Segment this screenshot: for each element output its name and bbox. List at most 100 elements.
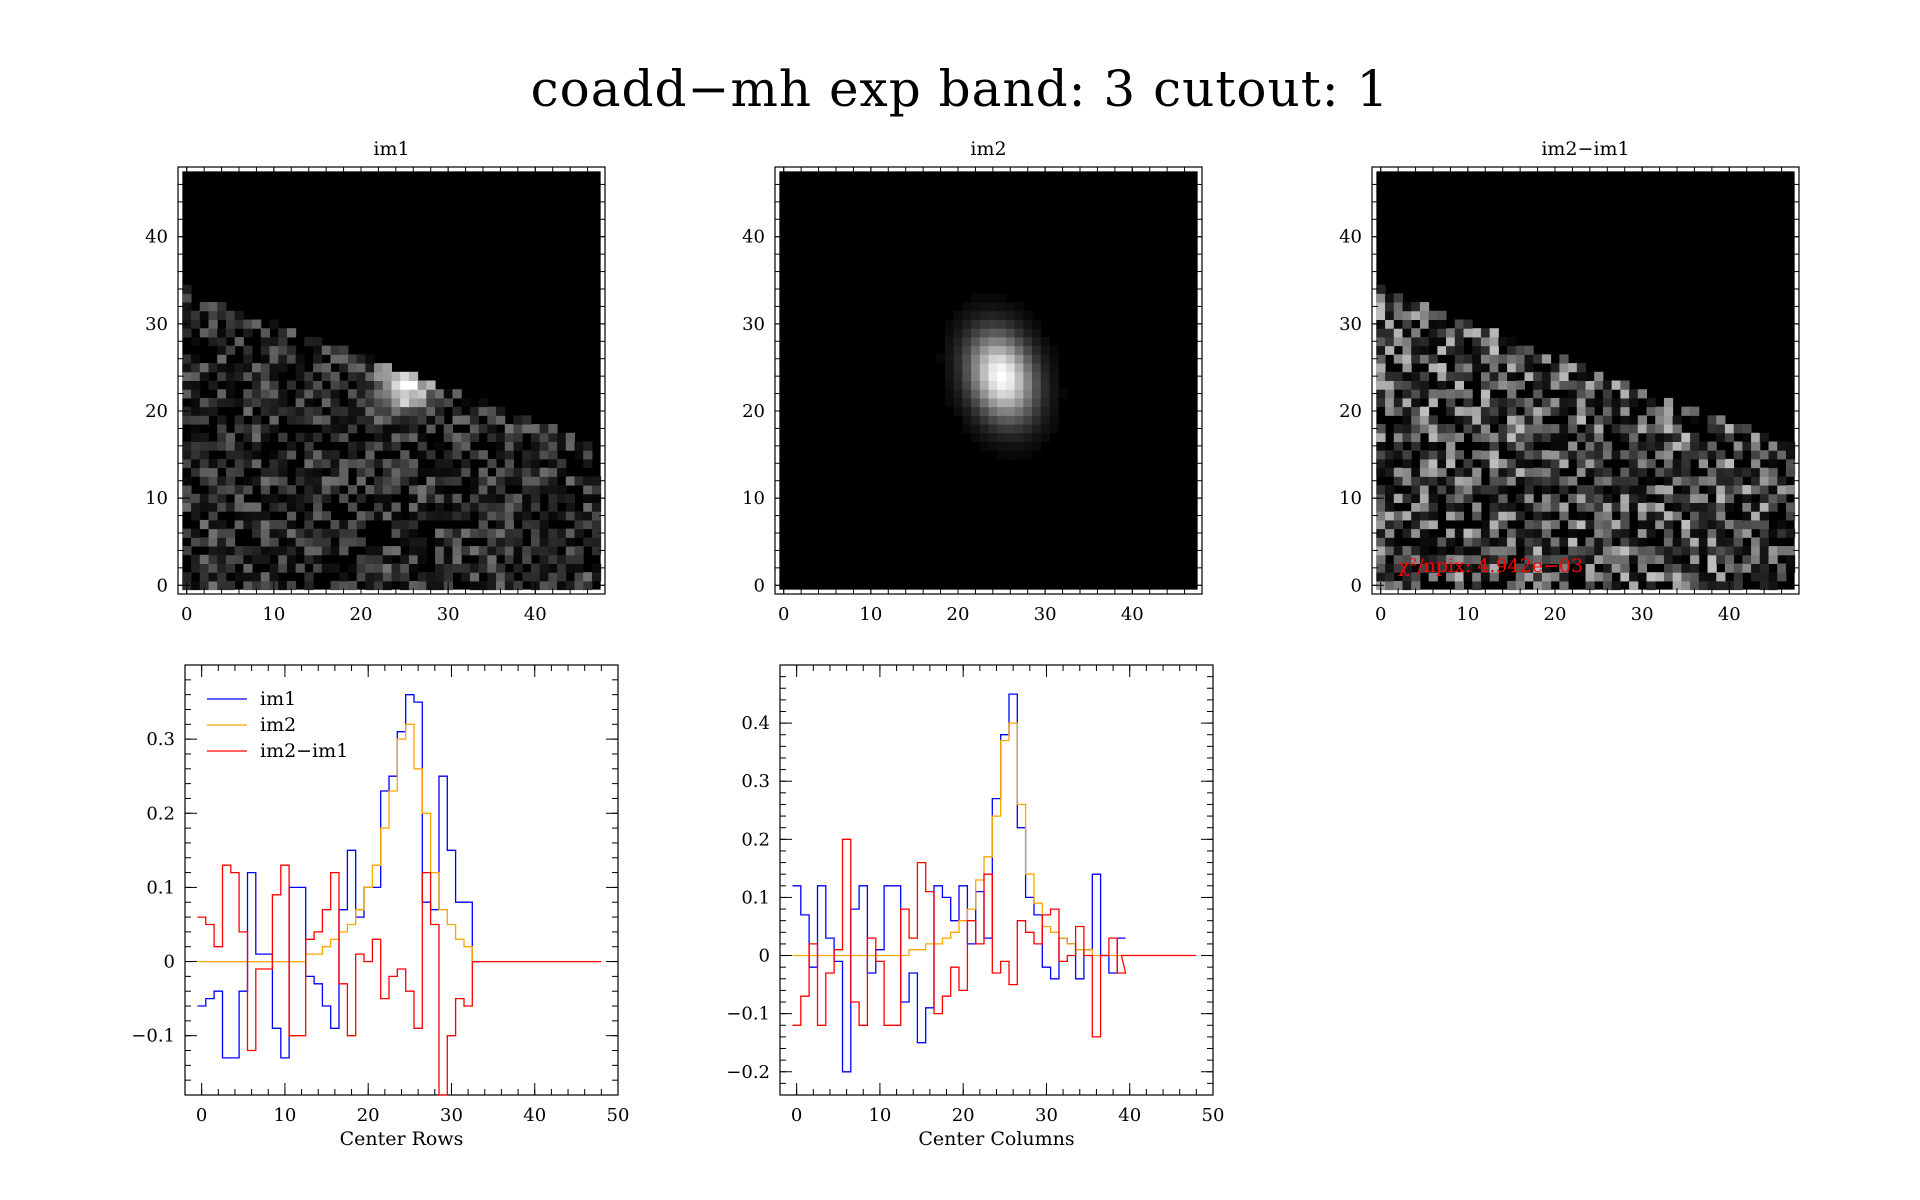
image-pixel <box>504 580 514 591</box>
image-pixel <box>539 537 549 547</box>
image-pixel <box>356 441 366 451</box>
image-pixel <box>347 537 358 547</box>
image-pixel <box>1515 424 1525 434</box>
image-pixel <box>1733 580 1743 591</box>
image-pixel <box>260 336 270 347</box>
image-pixel <box>1419 310 1430 320</box>
image-pixel <box>208 336 218 347</box>
image-pixel <box>208 302 218 312</box>
image-pixel <box>208 554 218 564</box>
image-pixel <box>225 371 236 381</box>
image-pixel <box>217 554 227 564</box>
image-pixel <box>1489 537 1499 547</box>
image-pixel <box>988 441 998 451</box>
image-pixel <box>234 450 244 460</box>
image-pixel <box>513 502 523 512</box>
image-pixel <box>997 441 1007 451</box>
image-pixel <box>1550 371 1560 381</box>
image-pixel <box>461 441 471 451</box>
image-pixel <box>374 363 384 373</box>
image-pixel <box>199 363 209 373</box>
image-pixel <box>1446 528 1456 538</box>
image-pixel <box>469 528 480 538</box>
image-pixel <box>583 572 593 582</box>
image-pixel <box>478 424 488 434</box>
image-pixel <box>1489 493 1499 503</box>
image-pixel <box>1777 519 1787 530</box>
image-pixel <box>426 406 436 416</box>
image-pixel <box>1524 354 1534 364</box>
image-pixel <box>953 319 963 329</box>
image-pixel <box>997 450 1007 460</box>
image-pixel <box>1751 519 1761 530</box>
image-pixel <box>339 424 349 434</box>
image-pixel <box>1524 458 1534 469</box>
image-pixel <box>1428 354 1438 364</box>
image-pixel <box>199 493 209 503</box>
image-pixel <box>979 415 989 425</box>
image-pixel <box>1707 554 1717 564</box>
image-pixel <box>295 502 305 512</box>
y-tick-label: 0 <box>157 575 168 596</box>
image-pixel <box>1040 345 1050 355</box>
image-pixel <box>1376 363 1386 373</box>
image-pixel <box>1040 371 1050 381</box>
image-pixel <box>1541 354 1552 364</box>
image-pixel <box>1472 328 1482 338</box>
image-pixel <box>1663 450 1674 460</box>
image-pixel <box>487 554 497 564</box>
image-pixel <box>574 441 584 451</box>
image-pixel <box>339 354 349 364</box>
image-pixel <box>1454 476 1464 486</box>
image-pixel <box>1463 397 1473 408</box>
image-pixel <box>1411 354 1421 364</box>
image-pixel <box>347 580 358 591</box>
image-pixel <box>191 554 201 564</box>
image-pixel <box>1515 493 1525 503</box>
image-pixel <box>1611 424 1621 434</box>
image-pixel <box>1541 380 1552 390</box>
image-pixel <box>1515 345 1525 355</box>
image-pixel <box>1446 563 1456 573</box>
image-pixel <box>1428 519 1438 530</box>
image-pixel <box>591 563 602 573</box>
image-pixel <box>539 476 549 486</box>
image-pixel <box>1637 493 1647 503</box>
image-pixel <box>225 380 236 390</box>
image-pixel <box>1507 546 1517 556</box>
image-pixel <box>1049 415 1059 425</box>
image-pixel <box>330 580 340 591</box>
image-pixel <box>260 424 270 434</box>
image-pixel <box>1742 554 1752 564</box>
image-pixel <box>1446 397 1456 408</box>
image-pixel <box>452 537 462 547</box>
image-pixel <box>1681 458 1691 469</box>
image-pixel <box>1672 493 1682 503</box>
image-pixel <box>400 467 410 477</box>
image-pixel <box>365 371 375 381</box>
image-pixel <box>971 328 981 338</box>
image-pixel <box>1602 380 1613 390</box>
image-pixel <box>1681 441 1691 451</box>
image-pixel <box>382 511 392 521</box>
image-pixel <box>1533 371 1543 381</box>
image-pixel <box>304 476 314 486</box>
image-pixel <box>321 415 331 425</box>
y-tick-label: 0.1 <box>741 887 770 908</box>
image-pixel <box>408 458 419 469</box>
image-pixel <box>1646 502 1656 512</box>
image-pixel <box>1049 371 1059 381</box>
image-pixel <box>962 424 972 434</box>
image-pixel <box>269 546 279 556</box>
image-pixel <box>1690 537 1700 547</box>
image-pixel <box>1681 476 1691 486</box>
image-pixel <box>347 371 358 381</box>
image-pixel <box>478 519 488 530</box>
image-pixel <box>278 502 288 512</box>
image-pixel <box>374 511 384 521</box>
image-pixel <box>1602 397 1613 408</box>
image-pixel <box>252 319 262 329</box>
image-pixel <box>1698 519 1708 530</box>
image-pixel <box>1472 572 1482 582</box>
